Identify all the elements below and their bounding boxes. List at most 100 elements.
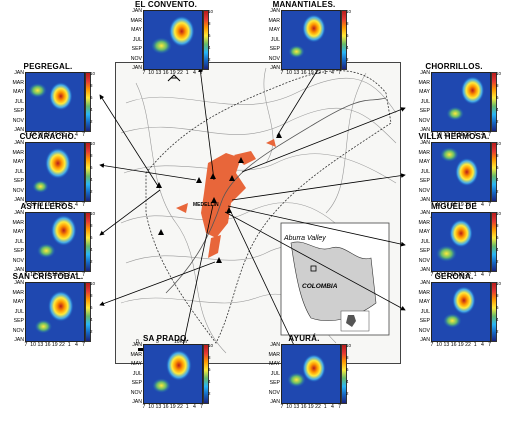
- colorbar: [203, 10, 209, 70]
- colorbar-tick-label: 6: [496, 235, 499, 240]
- month-tick-label: NOV: [268, 389, 280, 396]
- month-tick-label: SEP: [131, 380, 142, 386]
- hour-tick-label: 7: [430, 132, 434, 138]
- station-panel-astilleros: ASTILLEROS. JAN MAR MAY JUL SEP NOV JAN 10 8 6 4 2 7 1…: [2, 202, 95, 294]
- month-tick-label: JAN: [270, 65, 280, 71]
- station-title: MANANTIALES.: [272, 0, 336, 9]
- station-panel-gerona: GERONA. JAN MAR MAY JUL SEP NOV JAN 10 8 6 4 2 7 10 13 1…: [408, 272, 501, 364]
- inset-valley-label: Aburra Valley: [284, 235, 326, 242]
- hour-tick-label: 7: [142, 404, 146, 410]
- hour-tick-label: 10: [436, 272, 443, 278]
- hour-tick-label: 22: [465, 342, 471, 348]
- colorbar: [491, 142, 497, 202]
- month-tick-label: MAR: [418, 79, 430, 86]
- colorbar-tick-label: 8: [496, 293, 499, 298]
- month-tick-label: JUL: [420, 168, 430, 175]
- colorbar-tick-label: 8: [496, 153, 499, 158]
- hour-tick-label: 1: [323, 70, 327, 76]
- hour-tick-label: 16: [450, 272, 457, 278]
- hour-tick-label: 7: [82, 202, 86, 208]
- hour-tick-label: 10: [148, 70, 155, 76]
- hour-tick-label: 22: [465, 202, 471, 208]
- month-tick-label: JUL: [270, 36, 280, 43]
- diurnal-annual-heatmap: [25, 212, 85, 272]
- colorbar-tick-label: 4: [90, 247, 93, 252]
- diurnal-annual-heatmap: [431, 72, 491, 132]
- hour-tick-label: 10: [286, 70, 293, 76]
- station-title: CHORRILLOS.: [425, 62, 483, 71]
- hour-tick-label: 7: [430, 272, 434, 278]
- month-tick-label: JAN: [270, 8, 280, 14]
- hour-tick-label: 19: [51, 202, 58, 208]
- colorbar-tick-label: 10: [208, 343, 214, 348]
- hour-tick-label: 22: [315, 404, 321, 410]
- hour-tick-label: 1: [67, 272, 71, 278]
- colorbar-tick-label: 6: [208, 367, 211, 372]
- diurnal-annual-heatmap: [431, 282, 491, 342]
- hour-tick-label: 10: [30, 132, 37, 138]
- hour-tick-label: 16: [300, 70, 307, 76]
- hour-tick-label: 1: [67, 342, 71, 348]
- month-tick-label: MAR: [12, 289, 24, 296]
- hour-tick-label: 1: [473, 202, 477, 208]
- hour-tick-label: 4: [192, 404, 196, 410]
- colorbar-tick-label: 4: [90, 107, 93, 112]
- colorbar-tick-label: 6: [496, 95, 499, 100]
- month-tick-label: JAN: [14, 210, 24, 216]
- month-tick-label: JAN: [14, 70, 24, 76]
- hour-tick-label: 22: [465, 272, 471, 278]
- colorbar: [341, 10, 347, 70]
- month-tick-label: SEP: [419, 108, 430, 114]
- diurnal-annual-heatmap: [281, 344, 341, 404]
- hour-tick-label: 4: [74, 202, 78, 208]
- month-tick-label: MAR: [12, 79, 24, 86]
- hour-tick-label: 1: [473, 342, 477, 348]
- month-tick-label: MAR: [418, 219, 430, 226]
- hour-tick-label: 7: [488, 132, 492, 138]
- hour-tick-label: 4: [480, 132, 484, 138]
- colorbar-tick-label: 6: [90, 305, 93, 310]
- month-tick-label: MAY: [13, 89, 24, 95]
- colorbar-tick-label: 10: [496, 211, 502, 216]
- colorbar-tick-label: 2: [346, 391, 349, 396]
- hour-tick-label: 1: [473, 272, 477, 278]
- station-panel-el-convento: EL CONVENTO. JAN MAR MAY JUL SEP NOV JAN 10 8 6 4 2 7…: [120, 0, 213, 92]
- month-tick-label: JAN: [14, 127, 24, 133]
- month-tick-label: NOV: [12, 187, 24, 194]
- hour-tick-label: 13: [443, 132, 450, 138]
- hour-tick-label: 7: [200, 70, 204, 76]
- colorbar-tick-label: 4: [496, 317, 499, 322]
- hour-tick-label: 7: [82, 342, 86, 348]
- month-tick-label: NOV: [12, 117, 24, 124]
- month-tick-label: SEP: [269, 46, 280, 52]
- station-title: CUCARACHO.: [19, 132, 77, 141]
- month-tick-label: MAR: [418, 149, 430, 156]
- diurnal-annual-heatmap: [281, 10, 341, 70]
- station-title: GERONA.: [434, 272, 474, 281]
- city-label: MEDELLIN: [193, 202, 219, 208]
- month-tick-label: SEP: [419, 248, 430, 254]
- month-tick-label: JAN: [132, 399, 142, 405]
- colorbar-tick-label: 8: [346, 355, 349, 360]
- colorbar-tick-label: 4: [90, 177, 93, 182]
- colorbar-tick-label: 10: [346, 343, 352, 348]
- hour-tick-label: 19: [51, 342, 58, 348]
- month-tick-label: JUL: [14, 168, 24, 175]
- month-tick-label: NOV: [130, 55, 142, 62]
- hour-tick-label: 19: [51, 272, 58, 278]
- month-tick-label: NOV: [418, 187, 430, 194]
- station-panel-manantiales: MANANTIALES. JAN MAR MAY JUL SEP NOV JAN 10 8 6 4 2 7…: [258, 0, 351, 92]
- colorbar: [491, 282, 497, 342]
- colorbar-tick-label: 6: [208, 33, 211, 38]
- colorbar: [203, 344, 209, 404]
- station-title: SA PRADO.: [143, 334, 189, 343]
- hour-tick-label: 1: [323, 404, 327, 410]
- hour-tick-label: 7: [142, 70, 146, 76]
- colorbar-tick-label: 6: [496, 165, 499, 170]
- hour-tick-label: 4: [330, 404, 334, 410]
- colorbar-tick-label: 2: [496, 259, 499, 264]
- month-tick-label: NOV: [12, 257, 24, 264]
- hour-tick-label: 16: [300, 404, 307, 410]
- hour-tick-label: 10: [30, 272, 37, 278]
- diurnal-annual-heatmap: [25, 72, 85, 132]
